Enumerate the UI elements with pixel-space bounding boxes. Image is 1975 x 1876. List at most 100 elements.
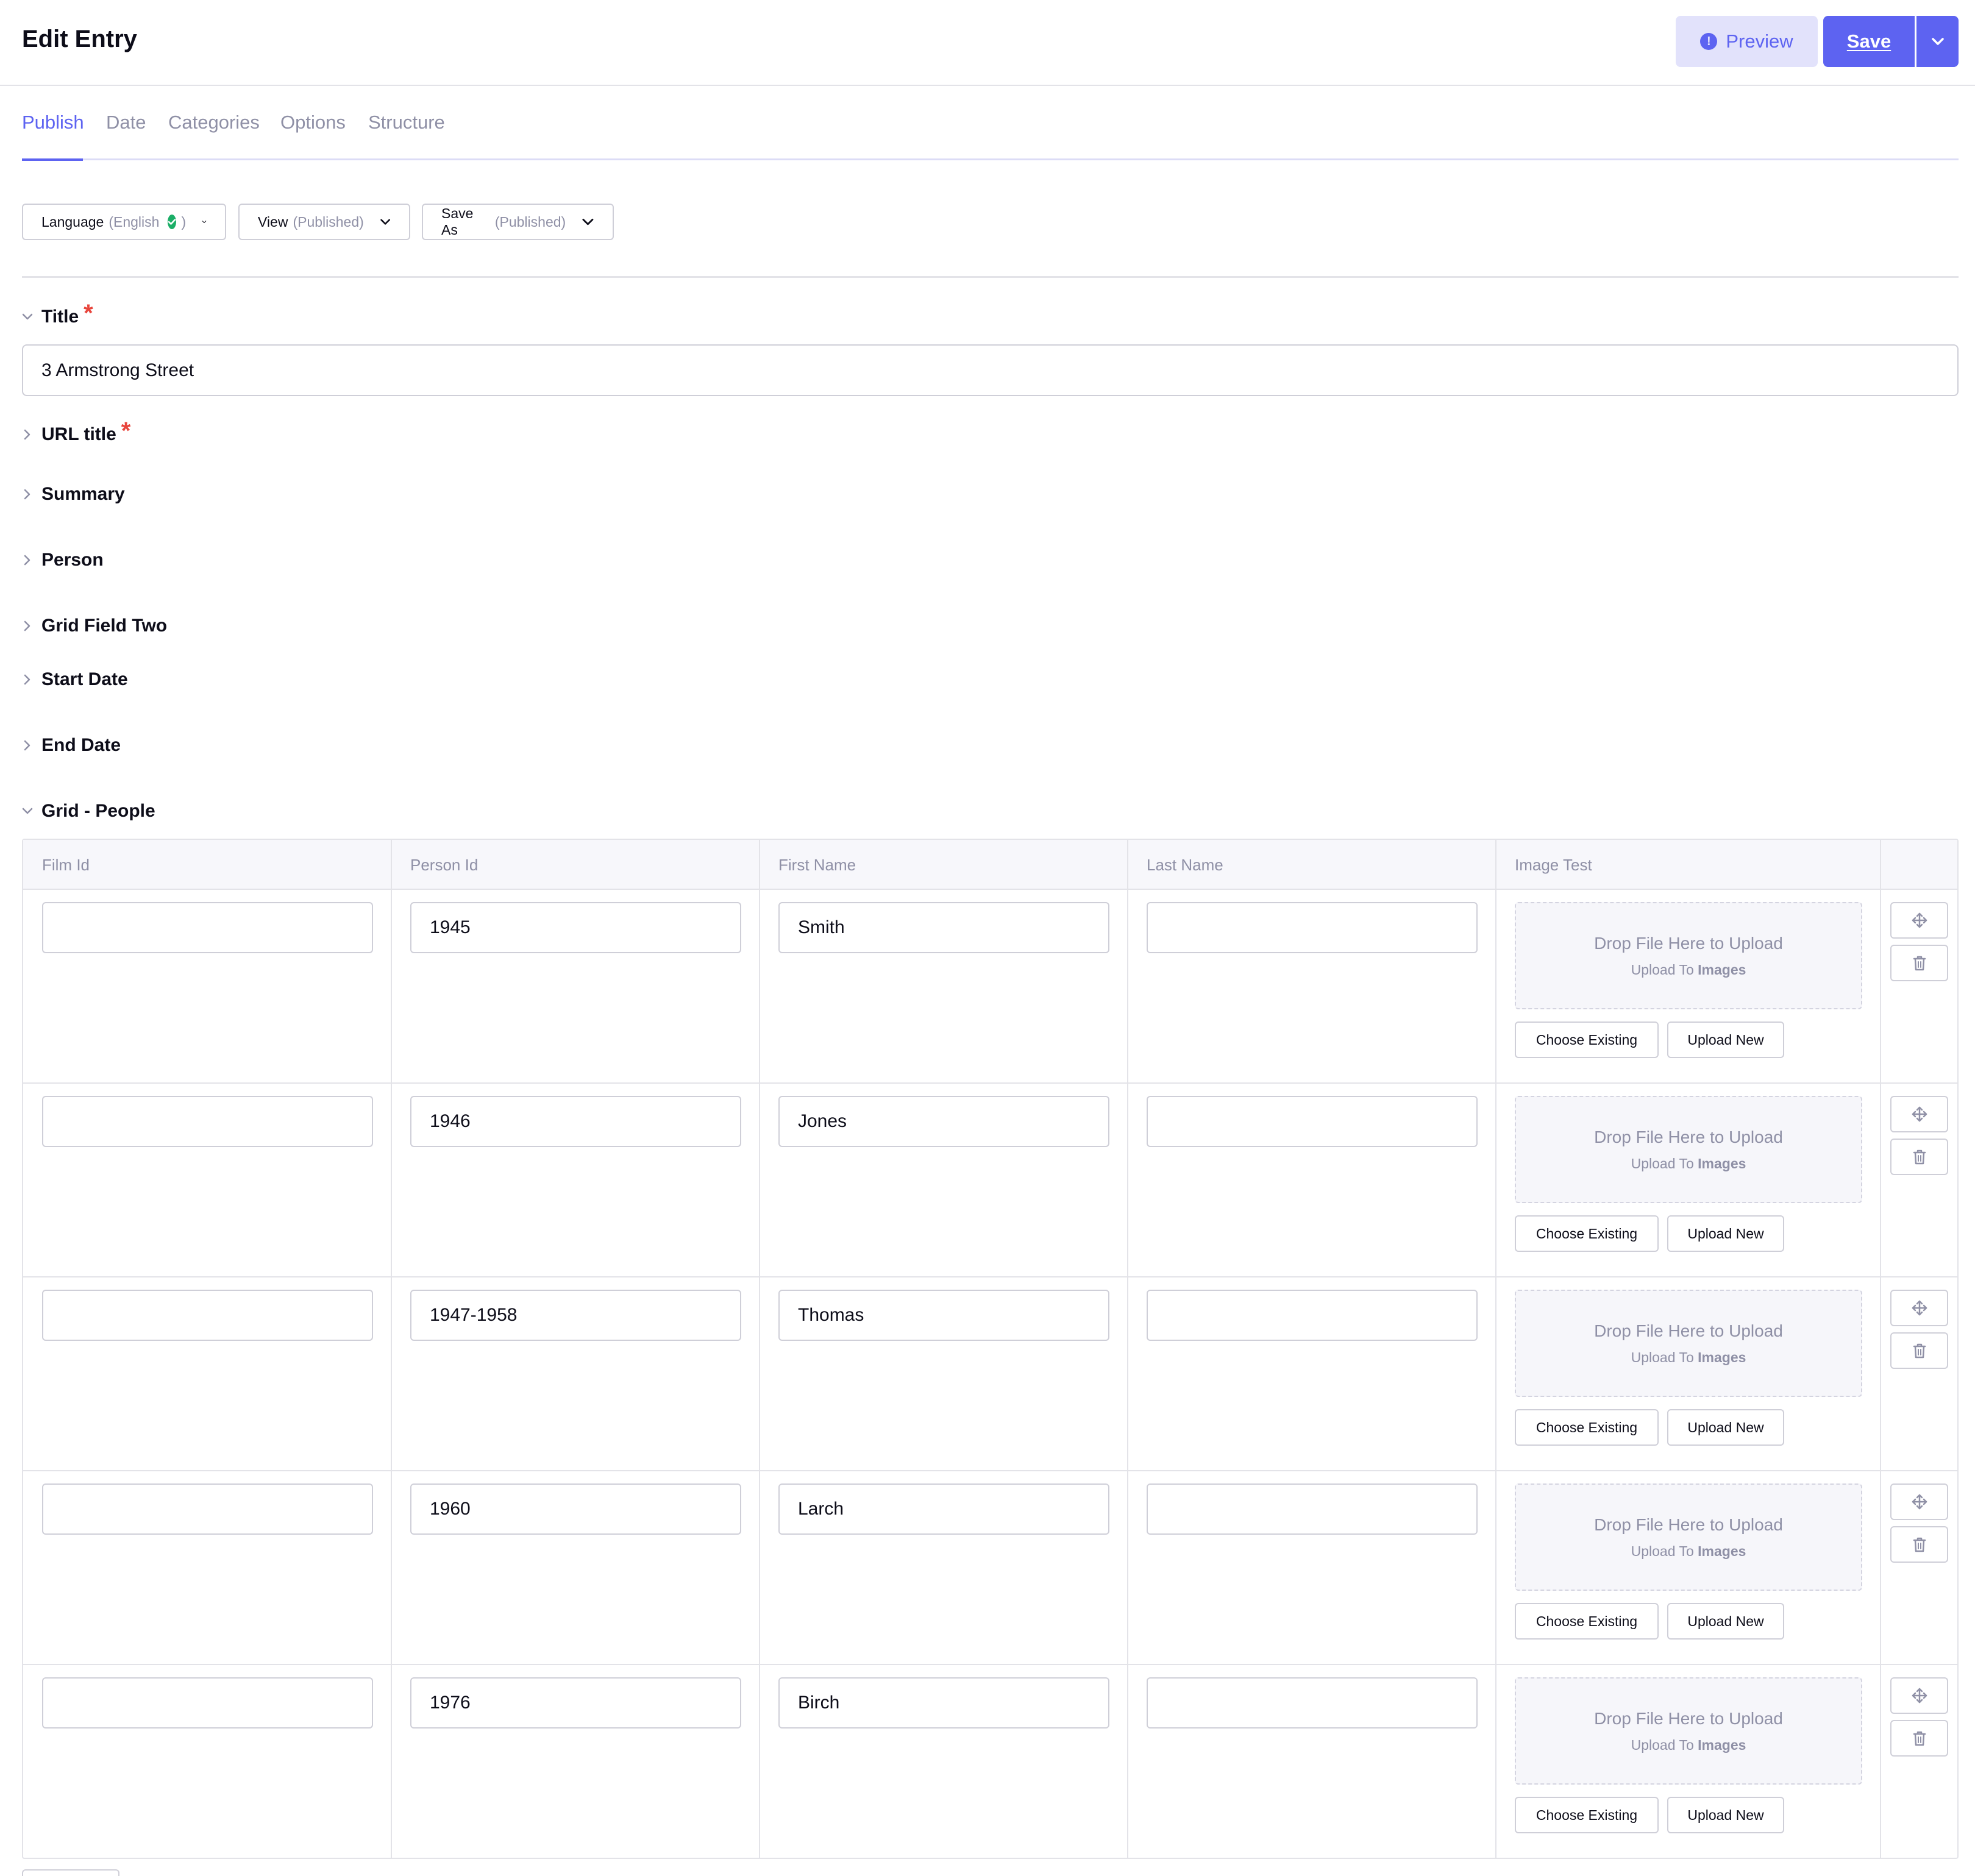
language-dropdown-label: Language <box>41 213 104 230</box>
choose-existing-button[interactable]: Choose Existing <box>1515 1021 1659 1058</box>
save-as-dropdown-value: (Published) <box>494 213 566 230</box>
chevron-right-icon <box>24 674 30 685</box>
last-name-input[interactable] <box>1147 1096 1478 1147</box>
preview-button[interactable]: ! Preview <box>1676 16 1818 67</box>
film-id-input[interactable] <box>42 1290 373 1341</box>
move-icon <box>1912 1688 1927 1704</box>
delete-row-button[interactable] <box>1890 945 1948 981</box>
person-id-input[interactable]: 1945 <box>410 902 741 953</box>
required-asterisk: * <box>121 417 131 444</box>
tab-categories[interactable]: Categories <box>168 112 260 133</box>
person-id-input[interactable]: 1960 <box>410 1483 741 1535</box>
view-dropdown[interactable]: View (Published) <box>238 204 410 240</box>
person-id-input[interactable]: 1976 <box>410 1677 741 1729</box>
upload-to-directory: Images <box>1698 1349 1746 1365</box>
choose-existing-button[interactable]: Choose Existing <box>1515 1797 1659 1833</box>
delete-row-button[interactable] <box>1890 1139 1948 1175</box>
first-name-input[interactable]: Smith <box>778 902 1109 953</box>
dropzone-title: Drop File Here to Upload <box>1594 1515 1783 1534</box>
chevron-down-icon <box>22 313 33 320</box>
upload-new-button[interactable]: Upload New <box>1667 1409 1784 1446</box>
tab-date[interactable]: Date <box>106 112 146 133</box>
first-name-input[interactable]: Birch <box>778 1677 1109 1729</box>
choose-existing-button[interactable]: Choose Existing <box>1515 1215 1659 1252</box>
file-dropzone[interactable]: Drop File Here to Upload Upload To Image… <box>1515 1677 1862 1785</box>
delete-row-button[interactable] <box>1890 1526 1948 1563</box>
upload-to-prefix: Upload To <box>1631 1155 1694 1171</box>
reorder-row-button[interactable] <box>1890 1096 1948 1132</box>
field-end-date-toggle[interactable]: End Date <box>22 733 121 758</box>
save-options-button[interactable] <box>1916 16 1959 67</box>
file-dropzone[interactable]: Drop File Here to Upload Upload To Image… <box>1515 1096 1862 1203</box>
title-input[interactable]: 3 Armstrong Street <box>22 344 1959 396</box>
film-id-input[interactable] <box>42 1096 373 1147</box>
upload-new-button[interactable]: Upload New <box>1667 1215 1784 1252</box>
table-row: 1945 Smith Drop File Here to Upload Uplo… <box>23 890 1957 1084</box>
last-name-input[interactable] <box>1147 902 1478 953</box>
chevron-down-icon <box>1931 38 1944 45</box>
delete-row-button[interactable] <box>1890 1332 1948 1369</box>
delete-row-button[interactable] <box>1890 1720 1948 1757</box>
section-divider <box>22 276 1959 278</box>
field-end-date-label: End Date <box>41 735 121 755</box>
last-name-input[interactable] <box>1147 1677 1478 1729</box>
upload-to-prefix: Upload To <box>1631 1349 1694 1365</box>
person-id-input[interactable]: 1946 <box>410 1096 741 1147</box>
column-divider <box>391 840 392 1858</box>
add-row-button[interactable] <box>22 1869 119 1876</box>
column-divider <box>1495 840 1496 1858</box>
file-dropzone[interactable]: Drop File Here to Upload Upload To Image… <box>1515 902 1862 1009</box>
move-icon <box>1912 1106 1927 1122</box>
trash-icon <box>1913 1343 1926 1359</box>
chevron-down-icon <box>582 218 594 226</box>
table-row: 1946 Jones Drop File Here to Upload Uplo… <box>23 1084 1957 1277</box>
dropzone-title: Drop File Here to Upload <box>1594 1321 1783 1340</box>
upload-to-directory: Images <box>1698 1736 1746 1753</box>
first-name-input[interactable]: Larch <box>778 1483 1109 1535</box>
field-url-title-label: URL title <box>41 424 116 444</box>
move-icon <box>1912 1300 1927 1316</box>
tab-structure[interactable]: Structure <box>368 112 445 133</box>
person-id-input[interactable]: 1947-1958 <box>410 1290 741 1341</box>
reorder-row-button[interactable] <box>1890 902 1948 939</box>
field-person-toggle[interactable]: Person <box>22 548 104 572</box>
film-id-input[interactable] <box>42 1677 373 1729</box>
column-divider <box>759 840 760 1858</box>
field-url-title-toggle[interactable]: URL title * <box>22 417 131 447</box>
file-dropzone[interactable]: Drop File Here to Upload Upload To Image… <box>1515 1290 1862 1397</box>
reorder-row-button[interactable] <box>1890 1483 1948 1520</box>
tab-options[interactable]: Options <box>280 112 346 133</box>
choose-existing-button[interactable]: Choose Existing <box>1515 1603 1659 1640</box>
field-summary-toggle[interactable]: Summary <box>22 482 125 506</box>
upload-to-prefix: Upload To <box>1631 1736 1694 1753</box>
upload-new-button[interactable]: Upload New <box>1667 1021 1784 1058</box>
upload-new-button[interactable]: Upload New <box>1667 1797 1784 1833</box>
reorder-row-button[interactable] <box>1890 1290 1948 1326</box>
film-id-input[interactable] <box>42 902 373 953</box>
first-name-input[interactable]: Thomas <box>778 1290 1109 1341</box>
field-grid-field-two-toggle[interactable]: Grid Field Two <box>22 614 167 638</box>
preview-button-label: Preview <box>1726 30 1793 52</box>
choose-existing-button[interactable]: Choose Existing <box>1515 1409 1659 1446</box>
field-title-toggle[interactable]: Title * <box>22 301 93 329</box>
last-name-input[interactable] <box>1147 1483 1478 1535</box>
field-grid-people-toggle[interactable]: Grid - People <box>22 799 155 823</box>
field-start-date-toggle[interactable]: Start Date <box>22 667 128 692</box>
tab-bar: Publish Date Categories Options Structur… <box>22 86 1959 161</box>
move-icon <box>1912 912 1927 928</box>
upload-new-button[interactable]: Upload New <box>1667 1603 1784 1640</box>
first-name-input[interactable]: Jones <box>778 1096 1109 1147</box>
film-id-input[interactable] <box>42 1483 373 1535</box>
language-dropdown[interactable]: Language (English) <box>22 204 226 240</box>
grid-header: Film Id Person Id First Name Last Name I… <box>23 840 1957 890</box>
reorder-row-button[interactable] <box>1890 1677 1948 1714</box>
file-dropzone[interactable]: Drop File Here to Upload Upload To Image… <box>1515 1483 1862 1591</box>
save-button[interactable]: Save <box>1823 16 1915 67</box>
save-as-dropdown[interactable]: Save As (Published) <box>422 204 614 240</box>
trash-icon <box>1913 956 1926 971</box>
view-dropdown-label: View <box>258 213 288 230</box>
table-row: 1976 Birch Drop File Here to Upload Uplo… <box>23 1665 1957 1859</box>
chevron-right-icon <box>24 429 30 440</box>
last-name-input[interactable] <box>1147 1290 1478 1341</box>
tab-publish[interactable]: Publish <box>22 112 84 133</box>
